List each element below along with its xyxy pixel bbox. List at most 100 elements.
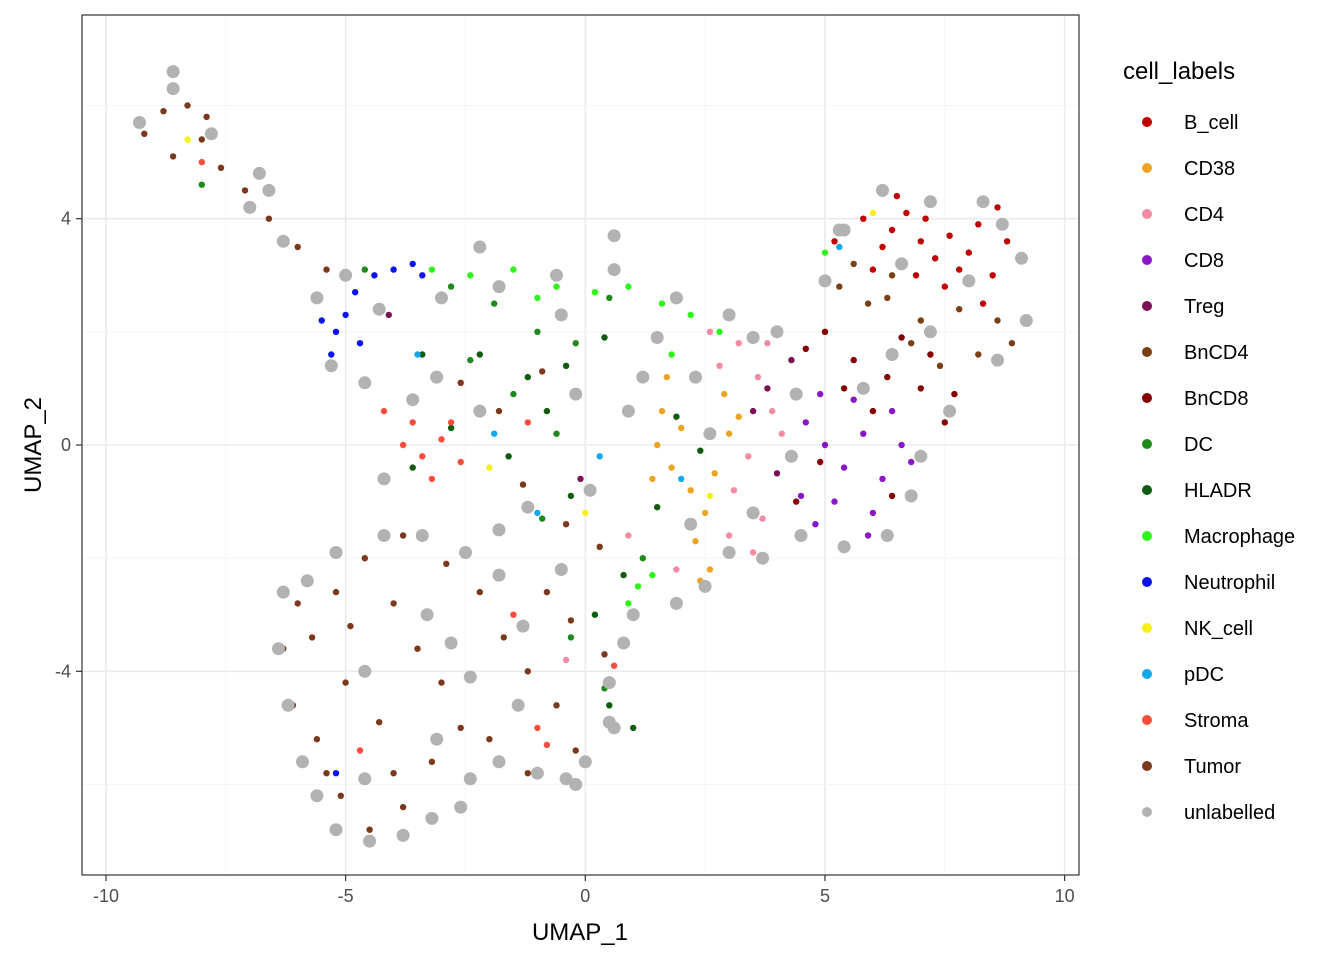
data-point (669, 596, 683, 610)
data-point (601, 334, 608, 341)
data-point (749, 407, 757, 415)
data-point (141, 130, 148, 137)
legend-key (1142, 209, 1152, 219)
data-point (634, 583, 642, 590)
data-point (457, 458, 464, 466)
data-point (673, 413, 680, 420)
data-point (706, 566, 714, 573)
legend-key (1142, 393, 1152, 403)
legend-item: Macrophage (1142, 526, 1295, 548)
data-point (802, 345, 809, 352)
data-point (837, 540, 851, 554)
data-point (850, 356, 857, 364)
data-point (332, 588, 340, 596)
legend-item: Neutrophil (1142, 572, 1275, 594)
data-point (486, 736, 493, 743)
data-point (821, 328, 829, 335)
data-point (428, 758, 436, 765)
data-point (778, 430, 785, 437)
data-point (789, 387, 803, 401)
data-point (754, 373, 762, 381)
series-Treg (385, 311, 795, 483)
data-point (444, 636, 458, 650)
data-point (668, 351, 675, 358)
data-point (917, 317, 924, 324)
data-point (313, 736, 321, 743)
data-point (323, 770, 330, 777)
data-point (281, 698, 295, 712)
data-point (399, 532, 407, 539)
data-point (390, 600, 397, 607)
data-point (294, 600, 301, 607)
y-tick-label: 0 (61, 435, 71, 455)
data-point (687, 311, 694, 319)
data-point (524, 770, 531, 777)
data-point (917, 238, 924, 245)
data-point (510, 266, 517, 273)
data-point (923, 195, 937, 209)
legend-label: Macrophage (1184, 526, 1295, 548)
data-point (941, 283, 948, 290)
data-point (884, 373, 891, 381)
data-point (419, 272, 426, 279)
data-point (459, 546, 472, 559)
data-point (864, 300, 872, 307)
data-point (447, 283, 455, 290)
x-tick-label: 5 (820, 886, 830, 906)
data-point (166, 82, 180, 96)
data-point (850, 260, 857, 268)
data-point (447, 419, 455, 426)
data-point (606, 294, 613, 302)
data-point (486, 464, 493, 471)
series-B_cell (831, 192, 1011, 307)
data-point (797, 492, 805, 500)
legend-label: Treg (1184, 296, 1224, 318)
data-point (716, 362, 723, 369)
data-point (746, 506, 760, 520)
data-point (252, 166, 266, 180)
data-point (198, 181, 205, 188)
data-point (454, 800, 468, 814)
data-point (505, 453, 512, 460)
data-point (543, 741, 551, 749)
data-point (447, 424, 455, 432)
data-point (133, 116, 146, 129)
data-point (880, 529, 894, 542)
legend-item: pDC (1142, 664, 1224, 686)
data-point (962, 274, 976, 288)
data-point (569, 387, 583, 401)
data-point (994, 317, 1001, 324)
data-point (669, 291, 683, 305)
legend-key (1142, 485, 1152, 495)
legend-item: Stroma (1142, 710, 1249, 732)
series-Tumor (141, 102, 608, 833)
data-point (898, 441, 905, 449)
data-point (943, 404, 957, 418)
legend-key (1142, 623, 1152, 633)
data-point (559, 772, 573, 786)
data-point (888, 492, 896, 500)
legend-label: HLADR (1184, 480, 1252, 502)
data-point (936, 362, 944, 369)
x-tick-label: -10 (93, 886, 119, 906)
data-point (569, 778, 583, 791)
data-point (591, 611, 599, 618)
data-point (492, 280, 506, 294)
data-point (989, 272, 996, 279)
data-point (864, 532, 872, 539)
data-point (956, 266, 963, 273)
data-point (784, 449, 798, 463)
data-point (495, 407, 503, 415)
data-point (884, 294, 891, 302)
data-point (414, 351, 421, 358)
legend-key (1142, 807, 1152, 817)
legend-label: BnCD8 (1184, 388, 1248, 410)
data-point (583, 483, 597, 497)
data-point (692, 538, 699, 545)
data-point (639, 555, 646, 562)
series-Stroma (198, 158, 618, 754)
legend-key (1142, 163, 1152, 173)
data-point (476, 588, 483, 596)
data-point (356, 340, 364, 347)
data-point (473, 240, 487, 254)
